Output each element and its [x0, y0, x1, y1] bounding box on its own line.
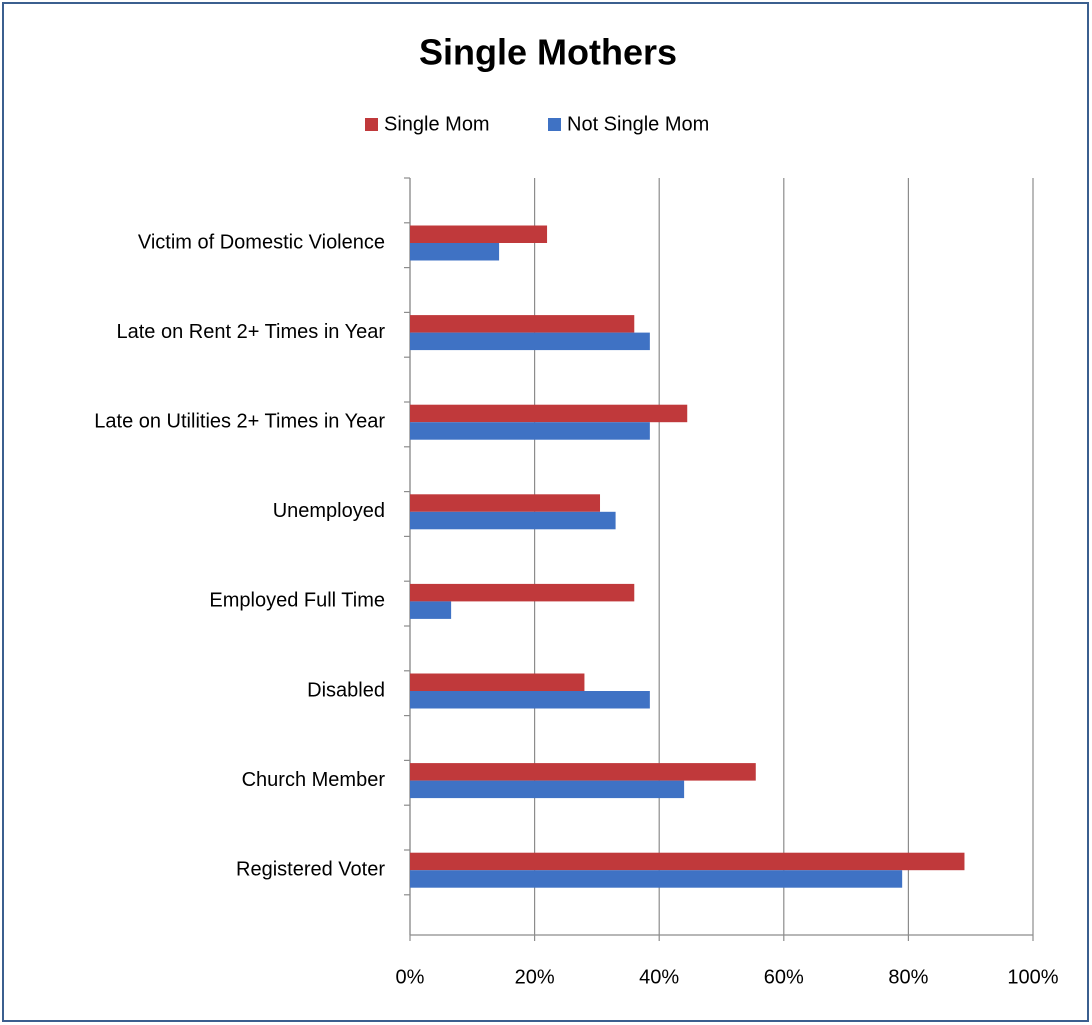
legend-swatch [548, 118, 561, 131]
bar [410, 315, 635, 333]
chart-title: Single Mothers [419, 32, 677, 73]
bar [410, 494, 601, 512]
y-tick-label: Late on Rent 2+ Times in Year [116, 321, 385, 343]
bar [410, 763, 756, 781]
bar [410, 691, 650, 709]
bar [410, 422, 650, 440]
y-tick-label: Employed Full Time [209, 590, 385, 612]
y-tick-label: Late on Utilities 2+ Times in Year [94, 410, 385, 432]
x-tick-label: 100% [1007, 966, 1058, 988]
bar [410, 404, 688, 423]
y-tick-label: Registered Voter [236, 858, 385, 880]
bar [410, 852, 965, 871]
legend-label: Single Mom [384, 113, 490, 135]
bar [410, 870, 903, 888]
bar [410, 601, 452, 619]
bar [410, 243, 500, 261]
y-tick-label: Church Member [242, 769, 386, 791]
y-tick-label: Unemployed [273, 500, 385, 522]
legend-label: Not Single Mom [567, 113, 709, 135]
x-tick-label: 20% [515, 966, 555, 988]
x-tick-label: 60% [764, 966, 804, 988]
x-tick-label: 40% [639, 966, 679, 988]
bar [410, 332, 650, 351]
legend-swatch [365, 118, 378, 131]
bar [410, 225, 548, 243]
bar [410, 780, 685, 799]
y-tick-label: Disabled [307, 679, 385, 701]
x-tick-label: 80% [888, 966, 928, 988]
y-tick-label: Victim of Domestic Violence [138, 231, 385, 253]
bar [410, 583, 635, 602]
x-tick-label: 0% [396, 966, 425, 988]
bar [410, 673, 585, 691]
bar [410, 511, 616, 530]
